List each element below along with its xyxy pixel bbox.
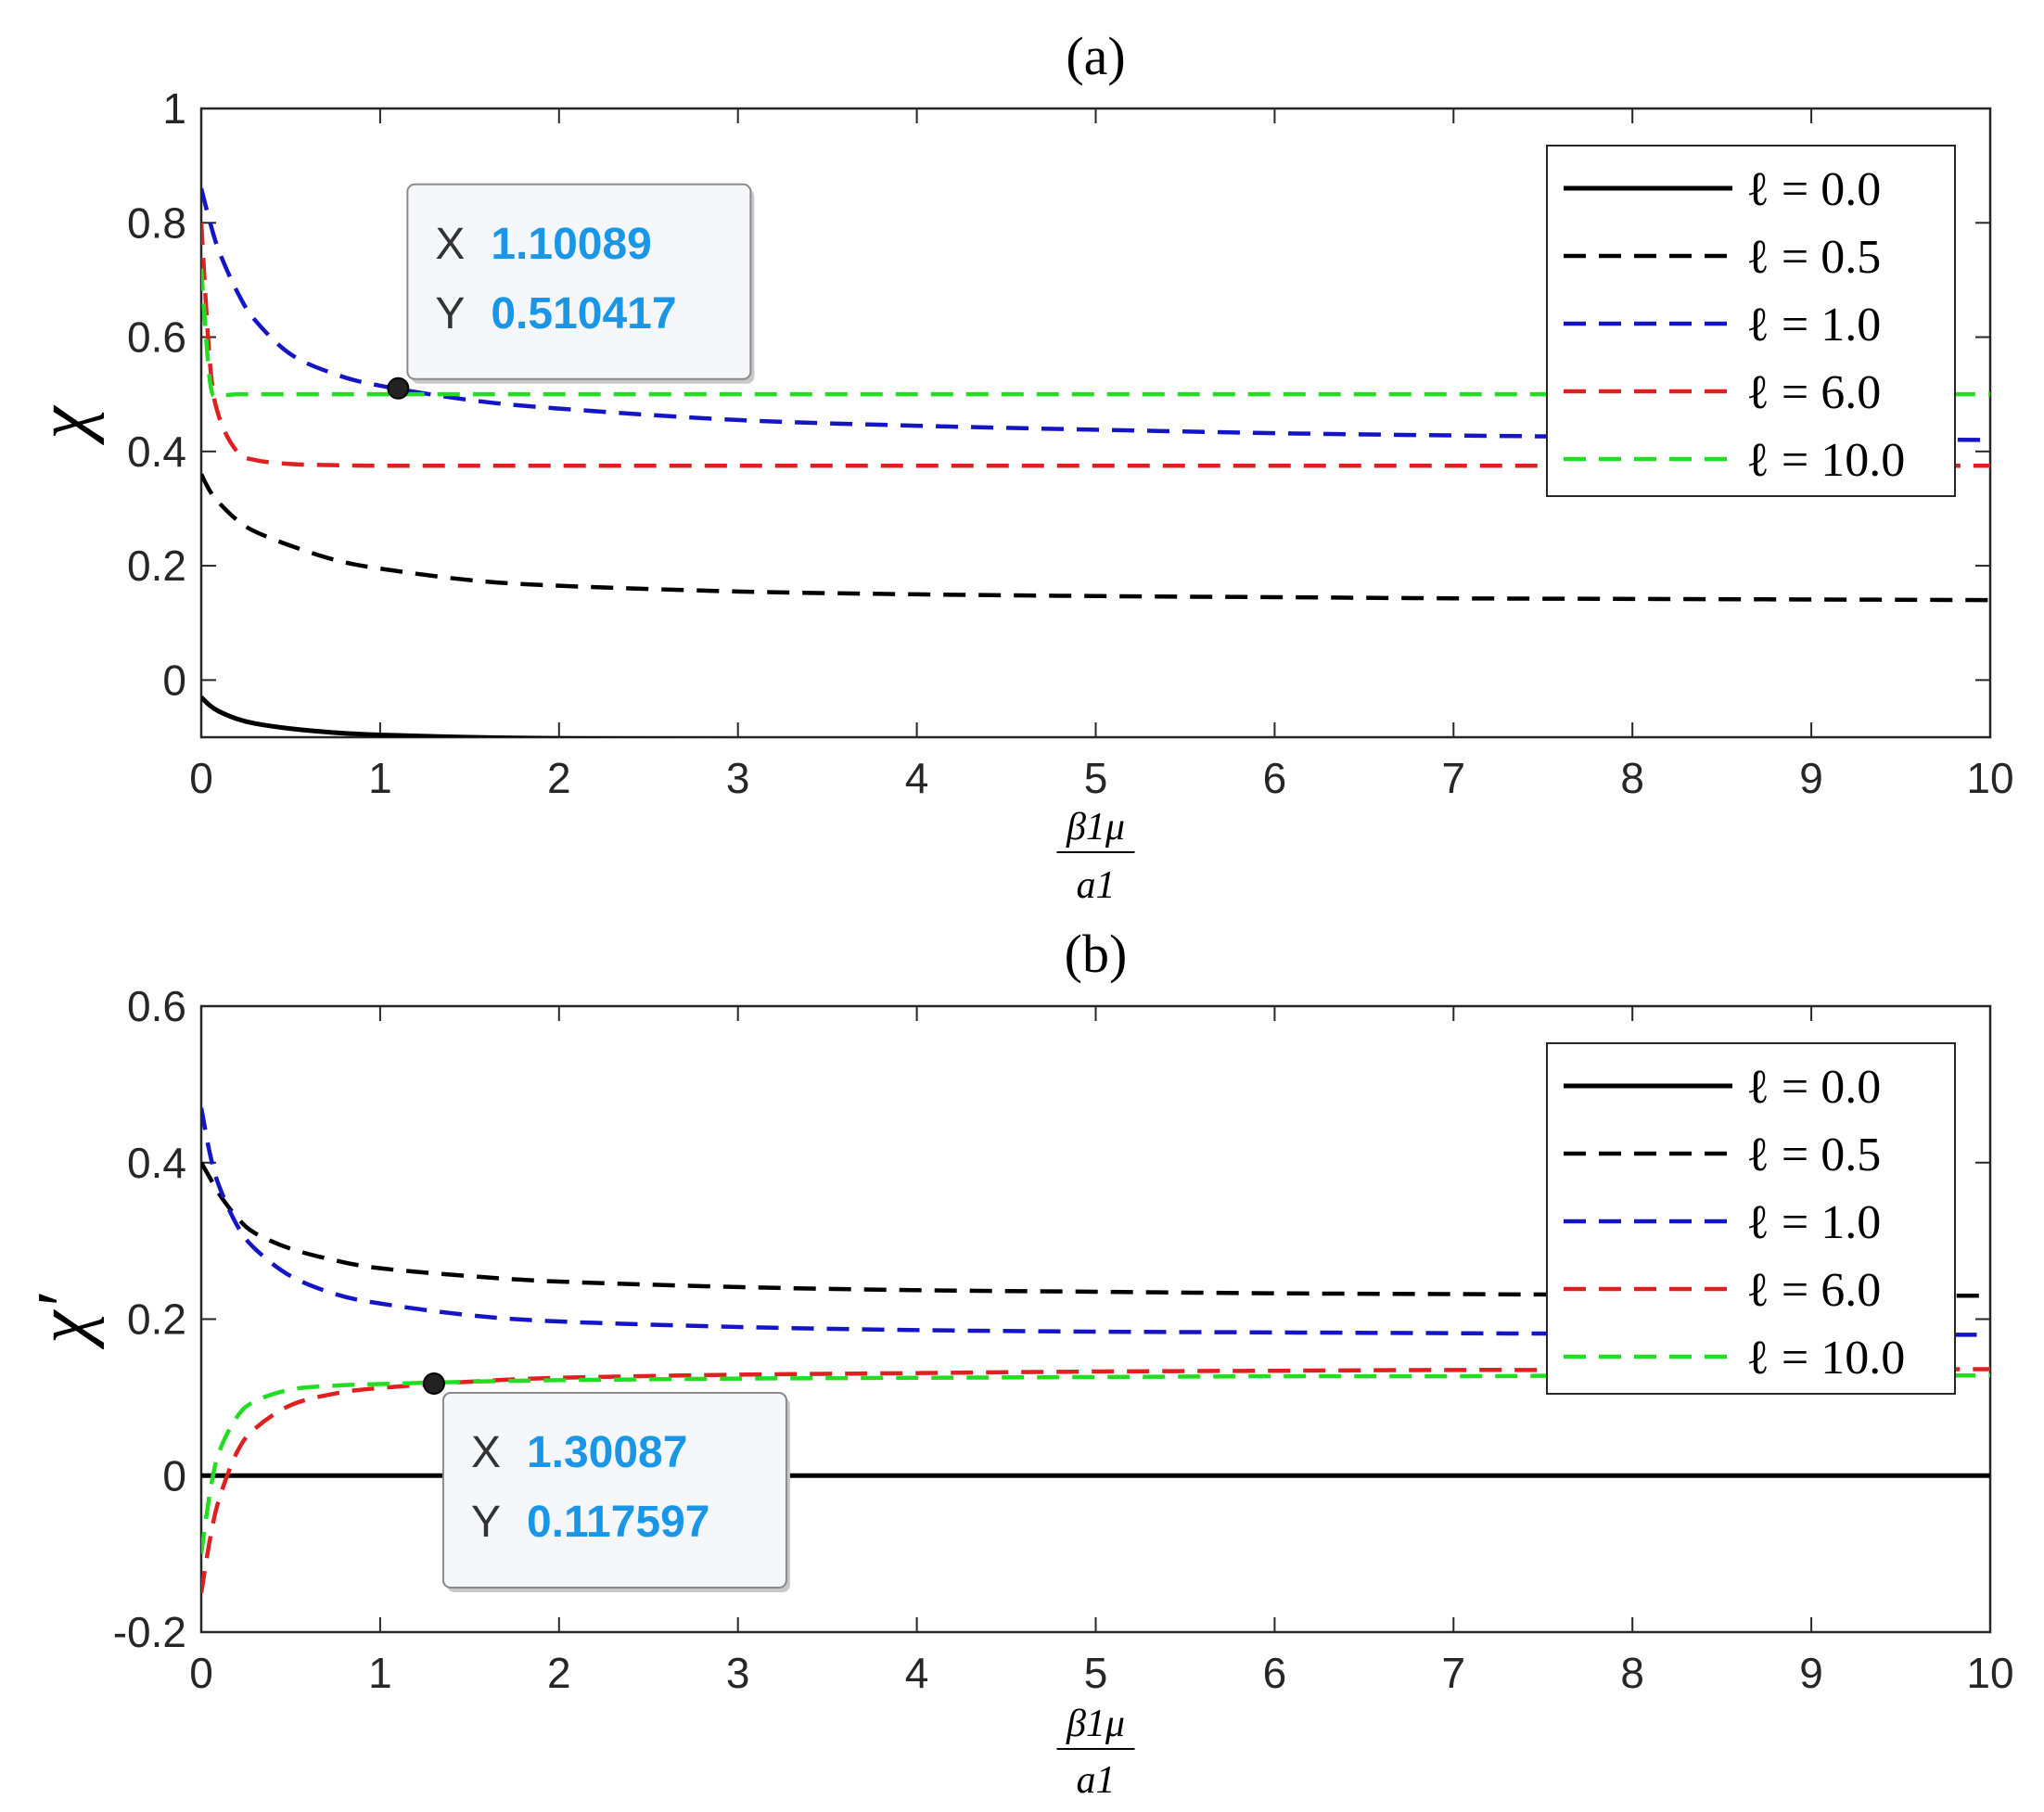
- x-tick-label: 0: [189, 754, 213, 802]
- x-tick-label: 5: [1084, 754, 1108, 802]
- chart-panel-a: 0 1 2 3 4 5 6 7 8 9 10 0 0.2 0.4 0.6 0.8 1 (a) β1μ a1 χ ℓ = 0…: [23, 26, 2014, 907]
- x-tick-label: 8: [1620, 754, 1644, 802]
- y-tick-label: 0.6: [127, 313, 186, 362]
- y-tick-label: 0.2: [127, 1295, 186, 1344]
- legend-box: [1546, 1042, 1956, 1395]
- x-tick-label: 2: [547, 754, 571, 802]
- x-tick-label: 1: [368, 1649, 392, 1697]
- x-tick-label: 8: [1620, 1649, 1644, 1697]
- x-tick-label: 10: [1966, 754, 2013, 802]
- y-tick-label: 0.6: [127, 982, 186, 1030]
- x-tick-label: 3: [726, 754, 750, 802]
- datatip-y-key: Y: [435, 289, 465, 338]
- x-tick-label: 9: [1799, 754, 1823, 802]
- y-tick-label: 0.4: [127, 1139, 186, 1187]
- y-tick-label: 0.8: [127, 198, 186, 247]
- datatip-y-value: 0.510417: [491, 289, 676, 338]
- x-tick-label: 3: [726, 1649, 750, 1697]
- y-axis-label: χ: [23, 405, 105, 446]
- datatip: X 1.30087 Y 0.117597: [422, 1372, 790, 1593]
- legend-label-4: ℓ = 10.0: [1746, 434, 1905, 487]
- x-tick-label: 5: [1084, 1649, 1108, 1697]
- legend: ℓ = 0.0 ℓ = 0.5 ℓ = 1.0 ℓ = 6.0 ℓ = 10.0: [1546, 145, 1956, 497]
- datatip-x-key: X: [471, 1428, 501, 1477]
- y-axis-label: χ′: [23, 1294, 105, 1350]
- x-tick-label: 4: [905, 1649, 929, 1697]
- datatip-x-key: X: [435, 220, 465, 269]
- x-tick-label: 4: [905, 754, 929, 802]
- legend-label-1: ℓ = 0.5: [1746, 1129, 1881, 1181]
- legend-label-1: ℓ = 0.5: [1746, 231, 1881, 284]
- legend-label-4: ℓ = 10.0: [1746, 1332, 1905, 1385]
- datatip-marker: [422, 1372, 445, 1396]
- y-tick-label: 1: [162, 84, 186, 133]
- legend-label-0: ℓ = 0.0: [1746, 163, 1881, 216]
- legend-label-2: ℓ = 1.0: [1746, 1196, 1881, 1249]
- x-tick-label: 7: [1442, 754, 1466, 802]
- x-axis-label-numerator: β1μ: [1066, 806, 1125, 849]
- chart-title: (a): [1066, 26, 1125, 86]
- datatip-box: [441, 1392, 787, 1589]
- datatip-y-key: Y: [471, 1498, 501, 1547]
- legend-label-0: ℓ = 0.0: [1746, 1061, 1881, 1114]
- legend-label-3: ℓ = 6.0: [1746, 366, 1881, 419]
- x-tick-label: 10: [1966, 1649, 2013, 1697]
- x-tick-label: 6: [1263, 754, 1287, 802]
- datatip-x-value: 1.10089: [491, 220, 652, 269]
- datatip-y-value: 0.117597: [527, 1498, 710, 1547]
- series-line-1: [201, 473, 1990, 603]
- x-axis-label-numerator: β1μ: [1066, 1703, 1125, 1745]
- datatip: X 1.10089 Y 0.510417: [387, 183, 755, 400]
- y-tick-label: 0: [162, 1451, 186, 1499]
- y-tick-label: 0.2: [127, 542, 186, 590]
- x-tick-label: 9: [1799, 1649, 1823, 1697]
- datatip-marker: [387, 376, 410, 400]
- legend-label-2: ℓ = 1.0: [1746, 299, 1881, 351]
- y-tick-label: 0.4: [127, 427, 186, 476]
- x-axis-label-denominator: a1: [1077, 1759, 1116, 1802]
- x-tick-label: 2: [547, 1649, 571, 1697]
- legend-label-3: ℓ = 6.0: [1746, 1264, 1881, 1317]
- y-tick-label: -0.2: [113, 1608, 186, 1656]
- legend-box: [1546, 145, 1956, 497]
- legend: ℓ = 0.0 ℓ = 0.5 ℓ = 1.0 ℓ = 6.0 ℓ = 10.0: [1546, 1042, 1956, 1395]
- datatip-box: [406, 183, 752, 380]
- x-tick-label: 7: [1442, 1649, 1466, 1697]
- x-tick-label: 6: [1263, 1649, 1287, 1697]
- x-tick-label: 0: [189, 1649, 213, 1697]
- series-line-0: [201, 695, 746, 737]
- datatip-x-value: 1.30087: [527, 1428, 688, 1477]
- chart-title: (b): [1065, 924, 1128, 984]
- x-axis-label-denominator: a1: [1077, 864, 1116, 907]
- x-tick-label: 1: [368, 754, 392, 802]
- y-tick-label: 0: [162, 656, 186, 704]
